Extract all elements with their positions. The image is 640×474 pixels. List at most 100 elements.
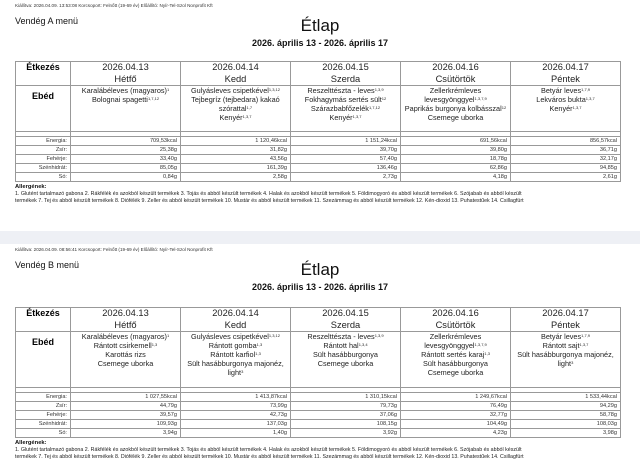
dish-name: Paprikás burgonya kolbásszal (404, 104, 502, 113)
day-dishes: Karalábéleves (magyaros)1 Bolognai spaget… (70, 85, 181, 132)
day-name: Péntek (551, 73, 580, 84)
header-row: Étkezés 2026.04.13 Hétfő 2026.04.14 Kedd 2026… (15, 307, 621, 332)
nutrition-value: 32,77g (400, 410, 511, 420)
dish-name: Lekváros bukta (536, 95, 586, 104)
nutrition-value: 3,94g (70, 428, 181, 438)
nutrition-value: 76,49g (400, 401, 511, 411)
allergen-codes: 1,3,7 (579, 342, 589, 347)
day-dishes: Reszelttészta - leves1,3,9 Rántott hal1,3… (290, 331, 401, 388)
nutrition-value: 108,03g (510, 419, 621, 429)
nutrition-value: 62,86g (400, 163, 511, 173)
dish: Csemege uborka (291, 359, 400, 368)
dish: Lekváros bukta1,3,7 (511, 95, 620, 104)
allergen-codes: 1,3,7 (242, 114, 252, 119)
nutrition-value: 1 533,44kcal (510, 392, 621, 402)
nutrition-value: 94,85g (510, 163, 621, 173)
nutrition-value: 73,99g (180, 401, 291, 411)
nutrition-value: 691,56kcal (400, 136, 511, 146)
dish-name: Tejbegríz (tejbedara) kakaó szórattal (191, 95, 280, 113)
day-name: Hétfő (114, 319, 137, 330)
day-dishes: Reszelttészta - leves1,3,9 Fokhagymás ser… (290, 85, 401, 132)
nutrition-row: Só: 0,84g 2,58g 2,73g 4,18g 2,61g (15, 172, 621, 182)
nutrition-row: Fehérje: 33,40g 43,56g 57,40g 18,78g 32,17g (15, 154, 621, 164)
day-date: 2026.04.16 (432, 308, 479, 318)
nutrition-label: Szénhidrát: (15, 163, 71, 173)
dish: Kenyér1,3,7 (181, 113, 290, 122)
day-dishes: Gulyásleves csipetkével1,3,12 Rántott gom… (180, 331, 291, 388)
dish-name: Sült hasábburgonya (423, 359, 488, 368)
dish: Tejbegríz (tejbedara) kakaó szórattal1,7 (181, 95, 290, 113)
dish: Reszelttészta - leves1,3,9 (291, 332, 400, 341)
meal-row-ebed: Ebéd Karalábéleves (magyaros)1 Rántott csi… (15, 331, 621, 388)
menu-table: Étkezés 2026.04.13 Hétfő 2026.04.14 Kedd 2026… (15, 61, 621, 182)
dish: Paprikás burgonya kolbásszal12 (401, 104, 510, 113)
date-range: 2026. április 13 - 2026. április 17 (251, 38, 389, 48)
day-name: Csütörtök (435, 73, 476, 84)
issued-info: Kiállítva: 2026.04.09. 13:53:08 Korcsopo… (15, 3, 213, 8)
allergens-title: Allergének: (15, 184, 47, 190)
nutrition-value: 108,15g (290, 419, 401, 429)
dish-name: Betyár leves (540, 86, 582, 95)
nutrition-value: 42,73g (180, 410, 291, 420)
dish: Kenyér1,3,7 (511, 104, 620, 113)
nutrition-value: 109,93g (70, 419, 181, 429)
dish-name: Csemege uborka (97, 359, 154, 368)
dish: Gulyásleves csipetkével1,3,12 (181, 86, 290, 95)
dish: Karottás rizs (71, 350, 180, 359)
dish-name: Kenyér (329, 113, 353, 122)
menu-page-b: Kiállítva: 2026.04.09. 08:56:41 Korcsopo… (0, 244, 640, 474)
nutrition-value: 85,05g (70, 163, 181, 173)
meal-column-header: Étkezés (15, 61, 71, 86)
allergen-codes: 1,3,7,9 (474, 96, 487, 101)
dish: Rántott gomba1,3 (181, 341, 290, 350)
allergen-codes: 1,3,9 (374, 333, 384, 338)
menu-body: Étkezés 2026.04.13 Hétfő 2026.04.14 Kedd 2026… (15, 307, 621, 461)
dish: Betyár leves1,7,9 (511, 86, 620, 95)
dish-name: Karalábéleves (magyaros) (81, 332, 167, 341)
nutrition-value: 39,80g (400, 145, 511, 155)
nutrition-value: 4,23g (400, 428, 511, 438)
day-dishes: Gulyásleves csipetkével1,3,12 Tejbegríz (… (180, 85, 291, 132)
day-name: Szerda (330, 319, 361, 330)
nutrition-value: 1 151,24kcal (290, 136, 401, 146)
day-header: 2026.04.16 Csütörtök (400, 307, 511, 332)
day-date: 2026.04.17 (542, 308, 589, 318)
dish-name: Csemege uborka (427, 368, 484, 377)
allergens-legend-line: 1. Glutént tartalmazó gabona 2. Rákfélék… (15, 191, 522, 197)
nutrition-value: 1 027,55kcal (70, 392, 181, 402)
allergen-codes: 1 (166, 87, 170, 92)
nutrition-value: 1 120,46kcal (180, 136, 291, 146)
dish: Csemege uborka (401, 113, 510, 122)
nutrition-value: 79,73g (290, 401, 401, 411)
nutrition-value: 18,78g (400, 154, 511, 164)
nutrition-value: 1 249,67kcal (400, 392, 511, 402)
allergen-codes: 1,7,9 (581, 87, 591, 92)
nutrition-label: Szénhidrát: (15, 419, 71, 429)
nutrition-row: Szénhidrát: 85,05g 161,39g 136,46g 62,86g 94,… (15, 163, 621, 173)
dish-name: Betyár leves (540, 332, 582, 341)
dish: Rántott sajt1,3,7 (511, 341, 620, 350)
nutrition-value: 94,29g (510, 401, 621, 411)
allergen-codes: 1,3 (484, 351, 490, 356)
meal-label: Ebéd (15, 331, 71, 388)
nutrition-value: 57,40g (290, 154, 401, 164)
dish-name: Szárazbabfőzelék (310, 104, 369, 113)
day-header: 2026.04.13 Hétfő (70, 307, 181, 332)
dish-name: Kenyér (219, 113, 243, 122)
allergen-codes: 1,3,7 (572, 105, 582, 110)
menu-page-a: Kiállítva: 2026.04.09. 13:53:08 Korcsopo… (0, 0, 640, 231)
dish-name: Fokhagymás sertés sült (304, 95, 382, 104)
nutrition-value: 137,03g (180, 419, 291, 429)
nutrition-row: Energia: 1 027,55kcal 1 413,87kcal 1 310,15… (15, 392, 621, 402)
menu-body: Étkezés 2026.04.13 Hétfő 2026.04.14 Kedd 2026… (15, 61, 621, 205)
allergen-codes: 1,7,9 (581, 333, 591, 338)
day-header: 2026.04.15 Szerda (290, 307, 401, 332)
allergen-codes: 1,3 (151, 342, 158, 347)
dish-name: Rántott gomba (208, 341, 257, 350)
dish-name: Sült hasábburgonya majonéz, light (187, 359, 284, 377)
dish-name: Sült hasábburgonya (313, 350, 378, 359)
allergen-codes: 1,3,12 (268, 87, 280, 92)
dish-name: Zellerkrémleves levesgyönggyel (424, 86, 482, 104)
dish: Rántott hal1,3,4 (291, 341, 400, 350)
nutrition-row: Zsír: 44,79g 73,99g 79,73g 76,49g 94,29g (15, 401, 621, 411)
